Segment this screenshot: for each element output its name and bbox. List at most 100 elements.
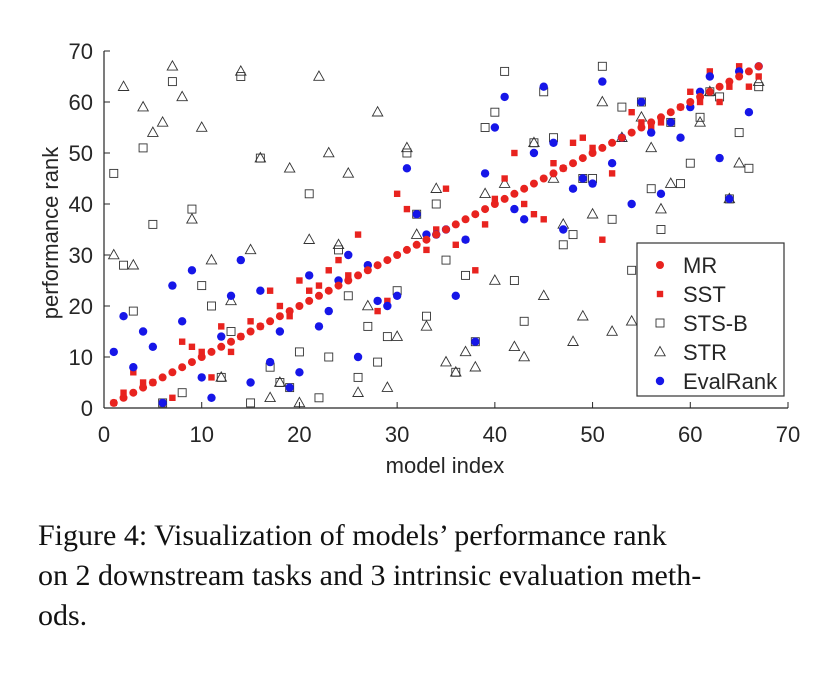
data-point [371,105,384,117]
data-point [500,66,510,76]
data-point [324,352,334,362]
data-point [130,369,137,376]
data-point [197,281,207,291]
legend-label: EvalRank [683,369,778,394]
x-tick-label: 0 [98,422,110,447]
data-point [247,318,254,325]
data-point [588,179,597,188]
data-point [716,98,723,106]
data-point [490,200,499,208]
data-point [313,70,325,81]
data-point [305,271,314,280]
data-point [597,61,607,71]
data-point [218,323,225,330]
data-point [744,108,754,117]
y-tick-label: 30 [69,243,93,268]
data-point [325,267,332,274]
data-point [637,97,646,107]
data-point [451,220,460,229]
data-point [481,221,489,228]
data-point [226,327,236,336]
data-point [755,73,762,80]
x-axis-label: model index [386,453,505,478]
data-point [735,72,744,81]
data-point [128,306,138,316]
data-point [217,342,226,351]
data-point [275,327,285,336]
y-tick-label: 60 [69,90,93,115]
data-point [705,87,714,96]
data-point [227,348,235,356]
data-point [471,210,480,219]
data-point [295,302,304,310]
data-point [205,253,218,265]
data-point [383,256,392,265]
data-point [137,100,150,112]
data-point [695,112,705,122]
data-point [283,161,296,173]
data-point [490,123,500,132]
data-point [657,119,665,126]
data-point [383,301,392,311]
data-point [715,153,724,163]
data-point [569,139,577,146]
data-point [285,307,294,316]
data-point [352,386,365,397]
data-point [664,177,677,188]
data-point [207,393,216,402]
data-point [195,121,208,132]
data-point [589,144,596,152]
data-point [332,238,345,250]
data-point [334,245,343,255]
data-point [608,138,617,147]
data-point [599,236,606,243]
data-point [412,210,421,219]
data-point [265,357,275,367]
data-point [472,267,479,274]
data-point [109,347,118,357]
data-point [705,72,715,81]
data-point [754,62,763,71]
data-point [226,291,236,300]
legend-marker [654,345,666,357]
data-point [656,189,666,198]
y-tick-label: 20 [69,294,93,319]
data-point [676,133,685,142]
data-point [117,80,130,91]
data-point [264,391,277,403]
y-tick-label: 70 [69,39,93,64]
data-point [294,347,304,357]
data-point [588,149,597,157]
data-point [244,243,257,255]
chart-legend: MR SST STS-B STR EvalRank [636,242,785,397]
data-point [335,256,342,264]
data-point [459,345,472,357]
data-point [578,154,587,163]
data-point [509,276,519,285]
data-point [694,115,707,127]
data-point [286,313,293,320]
data-point [148,219,158,229]
data-point [511,149,518,157]
x-tick-label: 60 [678,422,702,447]
data-point [343,291,353,301]
data-point [508,340,521,352]
data-point [303,233,316,244]
data-point [518,350,531,362]
data-point [236,332,245,341]
data-point [410,228,423,239]
data-point [236,255,245,265]
data-point [471,337,480,346]
data-point [433,226,440,233]
data-point [139,383,148,392]
data-point [120,389,127,396]
data-point [706,68,714,75]
series-sts-b [109,61,764,408]
data-point [469,360,482,372]
data-point [726,83,733,90]
y-tick-label: 40 [69,192,93,217]
data-point [628,109,635,116]
data-point [500,92,509,102]
data-point [645,141,658,153]
data-point [119,260,128,270]
